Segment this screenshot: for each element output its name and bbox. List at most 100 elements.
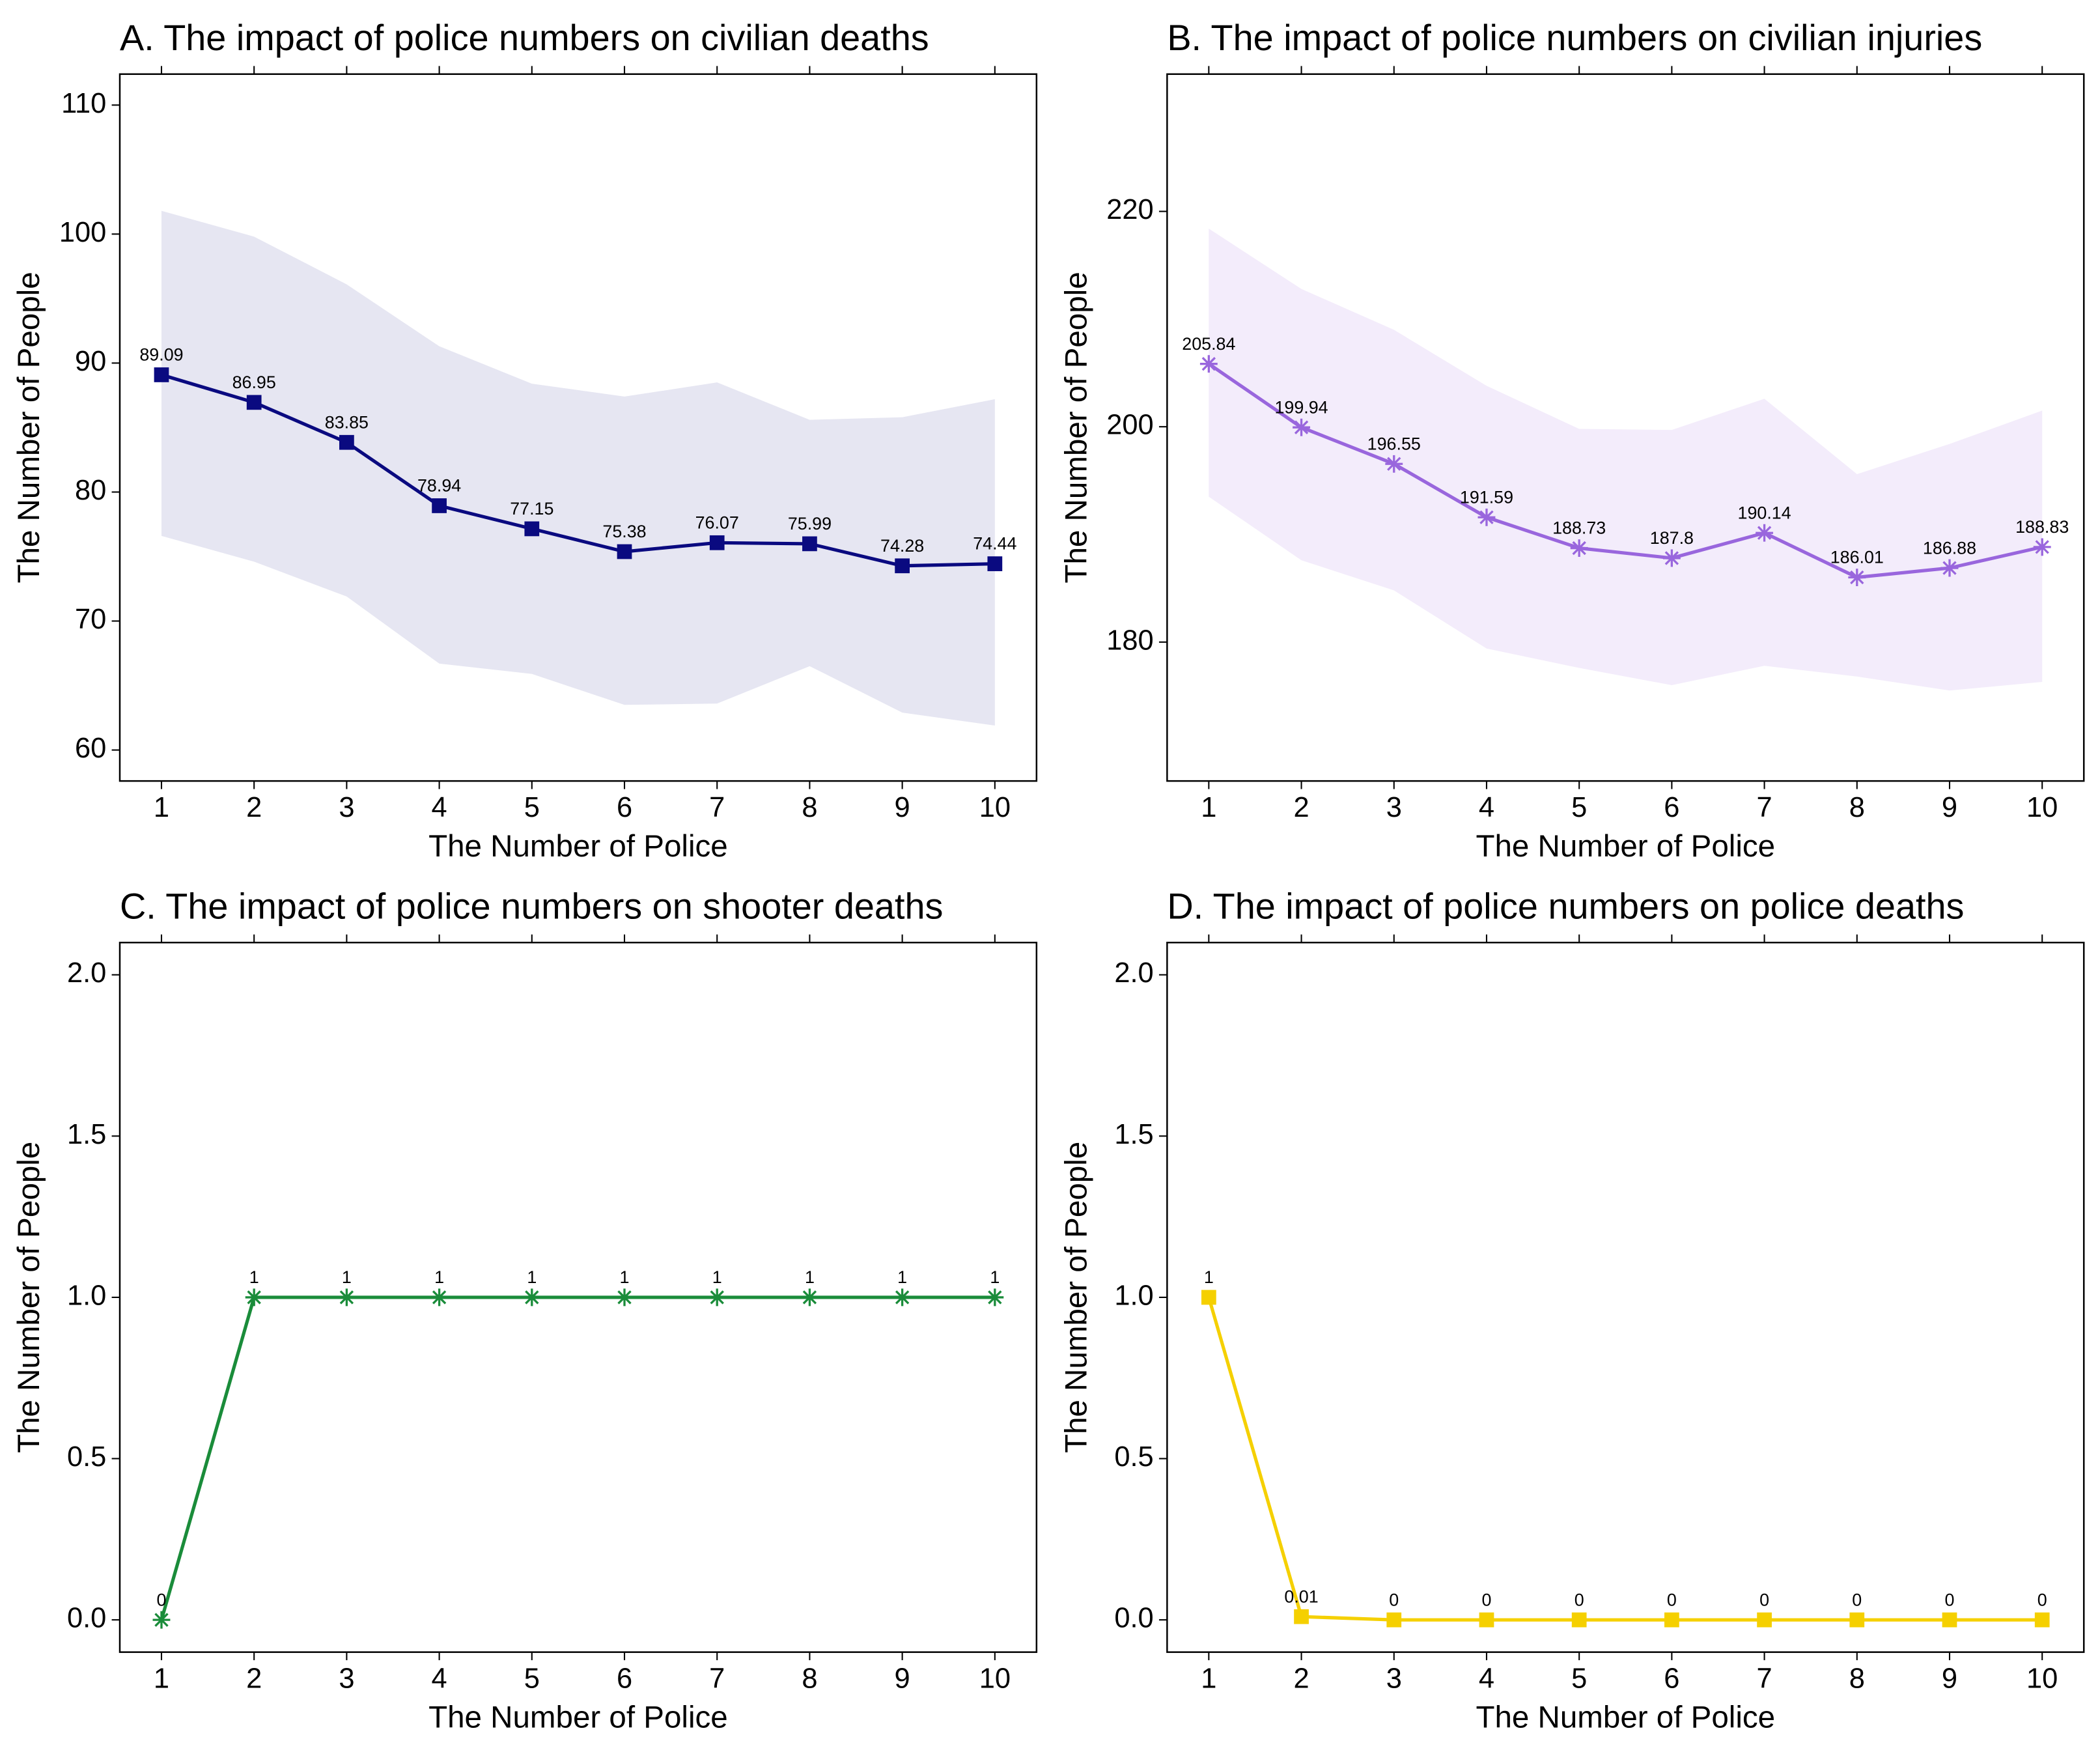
y-tick-label: 1.0 (67, 1280, 106, 1311)
chart-title: D. The impact of police numbers on polic… (1167, 885, 1964, 926)
data-label: 0 (1759, 1590, 1769, 1609)
data-label: 199.94 (1274, 397, 1328, 417)
data-label: 74.44 (973, 534, 1016, 554)
x-tick-label: 8 (802, 1663, 817, 1695)
marker (1756, 524, 1774, 542)
y-tick-label: 80 (75, 475, 106, 506)
x-axis-title: The Number of Police (1476, 1701, 1775, 1735)
data-label: 1 (1204, 1267, 1214, 1287)
marker (246, 395, 262, 410)
marker (1940, 559, 1959, 577)
data-line (1207, 1297, 2043, 1622)
y-tick-label: 60 (75, 733, 106, 764)
x-tick-label: 6 (1664, 1663, 1679, 1695)
x-tick-label: 2 (1293, 1663, 1309, 1695)
data-label: 0 (1389, 1590, 1399, 1609)
data-line (1207, 362, 2043, 580)
data-label: 0 (157, 1590, 167, 1609)
y-tick-label: 0.5 (67, 1441, 106, 1473)
marker (245, 1288, 263, 1306)
y-tick-label: 70 (75, 604, 106, 635)
marker (430, 1288, 449, 1306)
marker (154, 367, 169, 382)
chart-title: C. The impact of police numbers on shoot… (120, 885, 943, 926)
plot-frame (119, 73, 1038, 782)
marker (1293, 418, 1310, 436)
y-tick-label: 1.5 (67, 1119, 106, 1150)
x-tick-label: 4 (1479, 792, 1494, 823)
marker (802, 536, 817, 552)
y-tick-label: 200 (1106, 410, 1153, 441)
marker (152, 1611, 171, 1629)
y-tick-label: 2.0 (67, 957, 106, 989)
y-axis-title: The Number of People (12, 272, 46, 583)
y-axis-title: The Number of People (12, 1142, 46, 1453)
confidence-band (1209, 229, 2043, 691)
y-axis-title: The Number of People (1059, 272, 1093, 583)
x-axis-title: The Number of Police (428, 829, 728, 864)
x-tick-label: 3 (339, 792, 354, 823)
x-tick-label: 10 (979, 1663, 1011, 1695)
x-tick-label: 8 (1849, 1663, 1865, 1695)
x-tick-label: 7 (709, 1663, 725, 1695)
marker (615, 1288, 634, 1306)
data-label: 1 (342, 1267, 352, 1287)
x-tick-label: 5 (524, 1663, 540, 1695)
x-tick-label: 1 (154, 1663, 169, 1695)
x-tick-label: 9 (1942, 792, 1957, 823)
x-tick-label: 9 (1942, 1663, 1957, 1695)
marker (524, 521, 540, 537)
chart-title: A. The impact of police numbers on civil… (120, 17, 929, 58)
y-tick-label: 1.5 (1114, 1119, 1153, 1150)
data-label: 0.01 (1284, 1587, 1318, 1606)
x-tick-label: 4 (1479, 1663, 1494, 1695)
data-label: 186.01 (1830, 548, 1884, 567)
data-label: 86.95 (232, 373, 276, 392)
marker (1848, 569, 1866, 586)
x-tick-label: 10 (979, 792, 1011, 823)
x-tick-label: 1 (154, 792, 169, 823)
marker (986, 1288, 1004, 1306)
data-line (161, 373, 995, 568)
x-tick-label: 2 (1293, 792, 1309, 823)
data-label: 186.88 (1923, 538, 1976, 558)
data-label: 76.07 (695, 513, 739, 532)
marker (1942, 1612, 1957, 1628)
y-tick-label: 1.0 (1114, 1280, 1153, 1311)
data-label: 0 (2037, 1590, 2047, 1609)
confidence-band (161, 210, 995, 726)
x-tick-label: 5 (524, 792, 540, 823)
x-tick-label: 1 (1201, 1663, 1216, 1695)
y-tick-label: 90 (75, 346, 106, 377)
x-tick-label: 6 (1664, 792, 1679, 823)
x-tick-label: 6 (617, 1663, 632, 1695)
data-label: 188.73 (1552, 518, 1606, 538)
x-tick-label: 7 (1757, 792, 1772, 823)
data-label: 0 (1667, 1590, 1677, 1609)
x-tick-label: 8 (1849, 792, 1865, 823)
marker (1477, 508, 1496, 526)
data-label: 83.85 (325, 412, 369, 432)
plot-frame (1166, 73, 2085, 782)
marker (709, 535, 725, 550)
x-tick-label: 5 (1571, 1663, 1587, 1695)
x-tick-label: 10 (2026, 792, 2058, 823)
marker (1385, 455, 1403, 473)
x-tick-label: 2 (246, 1663, 262, 1695)
data-label: 1 (434, 1267, 444, 1287)
data-label: 1 (249, 1267, 259, 1287)
x-tick-label: 2 (246, 792, 262, 823)
marker (1294, 1609, 1309, 1624)
y-axis-title: The Number of People (1059, 1142, 1093, 1453)
data-label: 1 (712, 1267, 722, 1287)
marker (1849, 1612, 1865, 1628)
data-label: 0 (1481, 1590, 1491, 1609)
data-label: 188.83 (2015, 517, 2069, 537)
data-label: 0 (1575, 1590, 1584, 1609)
data-label: 1 (527, 1267, 537, 1287)
data-label: 78.94 (417, 476, 461, 496)
data-label: 0 (1852, 1590, 1862, 1609)
x-tick-label: 10 (2026, 1663, 2058, 1695)
x-tick-label: 3 (1386, 792, 1402, 823)
y-tick-label: 0.0 (67, 1603, 106, 1634)
